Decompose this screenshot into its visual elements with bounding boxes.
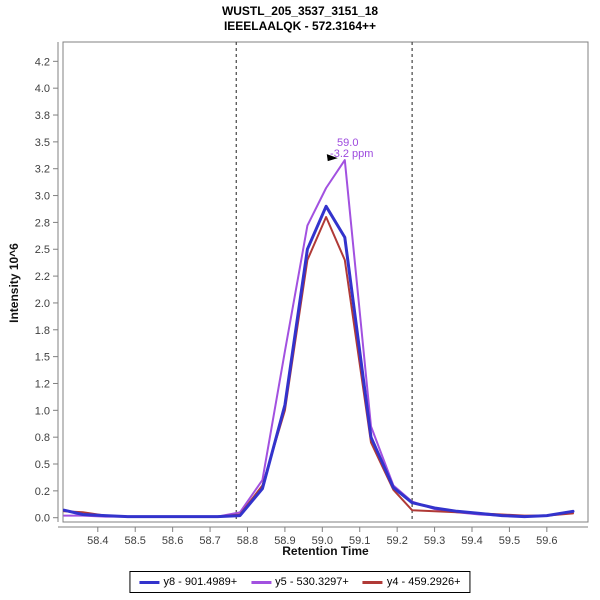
x-tick-label: 59.4 bbox=[461, 535, 482, 547]
plot-frame bbox=[62, 41, 589, 523]
y-tick-label: 2.5 bbox=[35, 244, 50, 256]
y-tick-label: 0.8 bbox=[35, 432, 50, 444]
x-tick-label: 58.9 bbox=[274, 535, 295, 547]
peak-rt-annotation: 59.0 bbox=[337, 137, 358, 149]
y-axis-title: Intensity 10^6 bbox=[7, 243, 21, 323]
legend-item-y5: y5 - 530.3297+ bbox=[251, 576, 349, 588]
chart-subtitle: IEEELAALQK - 572.3164++ bbox=[223, 19, 377, 33]
x-tick-label: 58.6 bbox=[162, 535, 183, 547]
x-tick-label: 58.4 bbox=[87, 535, 108, 547]
peak-ppm-annotation: -3.2 ppm bbox=[330, 148, 373, 160]
x-tick-label: 59.1 bbox=[349, 535, 370, 547]
legend-label: y5 - 530.3297+ bbox=[275, 576, 349, 588]
y-tick-label: 3.0 bbox=[35, 191, 50, 203]
y-tick-label: 0.2 bbox=[35, 486, 50, 498]
y-tick-label: 2.0 bbox=[35, 298, 50, 310]
y-tick-label: 1.2 bbox=[35, 378, 50, 390]
x-tick-label: 58.5 bbox=[125, 535, 146, 547]
y-tick-label: 3.2 bbox=[35, 164, 50, 176]
x-tick-label: 59.0 bbox=[312, 535, 333, 547]
legend-line-swatch bbox=[139, 580, 160, 584]
x-tick-label: 59.3 bbox=[424, 535, 445, 547]
trace-y4[interactable] bbox=[63, 216, 574, 518]
trace-y8[interactable] bbox=[63, 204, 575, 519]
y-tick-label: 0.5 bbox=[35, 459, 50, 471]
y-tick-label: 3.5 bbox=[35, 137, 50, 149]
x-axis-title: Retention Time bbox=[282, 544, 369, 558]
x-tick-label: 59.6 bbox=[536, 535, 557, 547]
legend-item-y4: y4 - 459.2926+ bbox=[362, 576, 461, 588]
x-tick-label: 58.8 bbox=[237, 535, 258, 547]
y-tick-label: 2.8 bbox=[35, 217, 50, 229]
y-tick-label: 4.2 bbox=[35, 56, 50, 68]
y-tick-label: 1.5 bbox=[35, 352, 50, 364]
y-tick-label: 2.2 bbox=[35, 271, 50, 283]
chart-title: WUSTL_205_3537_3151_18 bbox=[221, 4, 379, 18]
x-tick-label: 58.7 bbox=[199, 535, 220, 547]
legend-label: y8 - 901.4989+ bbox=[163, 576, 238, 588]
trace-y5[interactable] bbox=[63, 159, 574, 518]
legend-line-swatch bbox=[362, 580, 383, 584]
x-tick-label: 59.2 bbox=[386, 535, 407, 547]
chart-title-block: WUSTL_205_3537_3151_18 IEEELAALQK - 572.… bbox=[0, 4, 600, 34]
y-tick-label: 1.8 bbox=[35, 325, 50, 337]
y-tick-label: 4.0 bbox=[35, 83, 50, 95]
legend-item-y8: y8 - 901.4989+ bbox=[139, 576, 237, 588]
legend-box: y8 - 901.4989+ y5 - 530.3297+ y4 - 459.292… bbox=[129, 571, 471, 593]
y-tick-label: 0.0 bbox=[35, 513, 50, 525]
peak-arrow-icon bbox=[326, 154, 338, 162]
y-tick-label: 3.8 bbox=[35, 110, 50, 122]
x-tick-label: 59.5 bbox=[499, 535, 520, 547]
legend-line-swatch bbox=[251, 580, 272, 584]
legend-label: y4 - 459.2926+ bbox=[386, 576, 461, 588]
y-tick-label: 1.0 bbox=[35, 405, 50, 417]
